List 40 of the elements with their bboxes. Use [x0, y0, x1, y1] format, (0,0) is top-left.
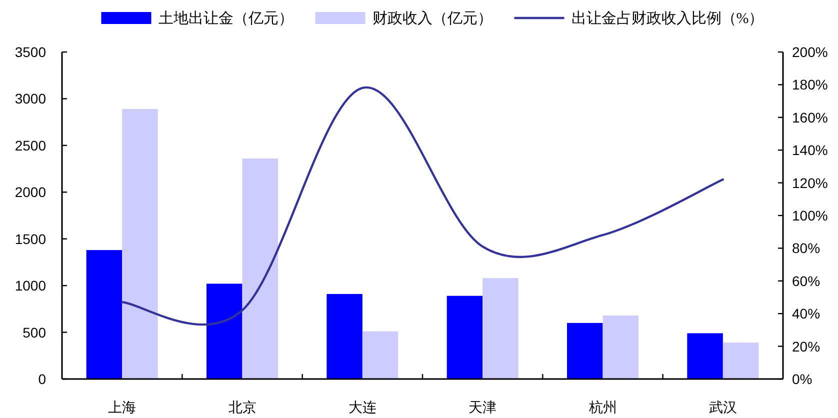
legend-label: 土地出让金（亿元）	[158, 10, 294, 27]
y-tick-label: 3500	[14, 44, 46, 60]
x-tick-label: 杭州	[588, 400, 617, 416]
bar	[446, 296, 483, 379]
bar	[602, 315, 638, 379]
bar	[86, 250, 122, 379]
y-tick-label: 2500	[14, 137, 46, 154]
legend-label: 财政收入（亿元）	[372, 10, 492, 27]
y-tick-label: 3000	[14, 90, 46, 107]
bar	[482, 278, 518, 379]
x-tick-label: 武汉	[708, 400, 737, 416]
y-tick-label: 2000	[14, 184, 46, 200]
bar	[206, 284, 242, 379]
y2-tick-label: 20%	[792, 338, 820, 354]
bar	[722, 342, 759, 379]
y2-tick-label: 180%	[792, 76, 828, 93]
y2-tick-label: 120%	[792, 174, 828, 191]
x-tick-label: 上海	[108, 400, 136, 416]
x-tick-label: 北京	[228, 400, 256, 416]
bar	[687, 333, 723, 379]
bar	[326, 294, 362, 379]
y2-tick-label: 200%	[792, 44, 828, 60]
y-tick-label: 1000	[14, 278, 46, 294]
y2-tick-label: 60%	[792, 272, 820, 289]
bar	[362, 331, 398, 379]
bar	[122, 108, 158, 379]
y2-tick-label: 140%	[792, 142, 828, 158]
legend-label: 出让金占财政收入比例（%）	[571, 10, 764, 27]
bar	[242, 158, 278, 379]
x-tick-label: 大连	[348, 400, 376, 416]
y-tick-label: 1500	[14, 230, 46, 247]
y2-tick-label: 80%	[792, 240, 820, 256]
y2-tick-label: 0%	[792, 371, 812, 387]
y2-tick-label: 40%	[792, 306, 820, 322]
y-tick-label: 0	[38, 371, 46, 387]
y2-tick-label: 160%	[792, 109, 828, 126]
y-tick-label: 500	[22, 324, 46, 340]
x-tick-label: 天津	[468, 400, 497, 416]
y2-tick-label: 100%	[792, 208, 828, 224]
bar	[567, 322, 603, 379]
